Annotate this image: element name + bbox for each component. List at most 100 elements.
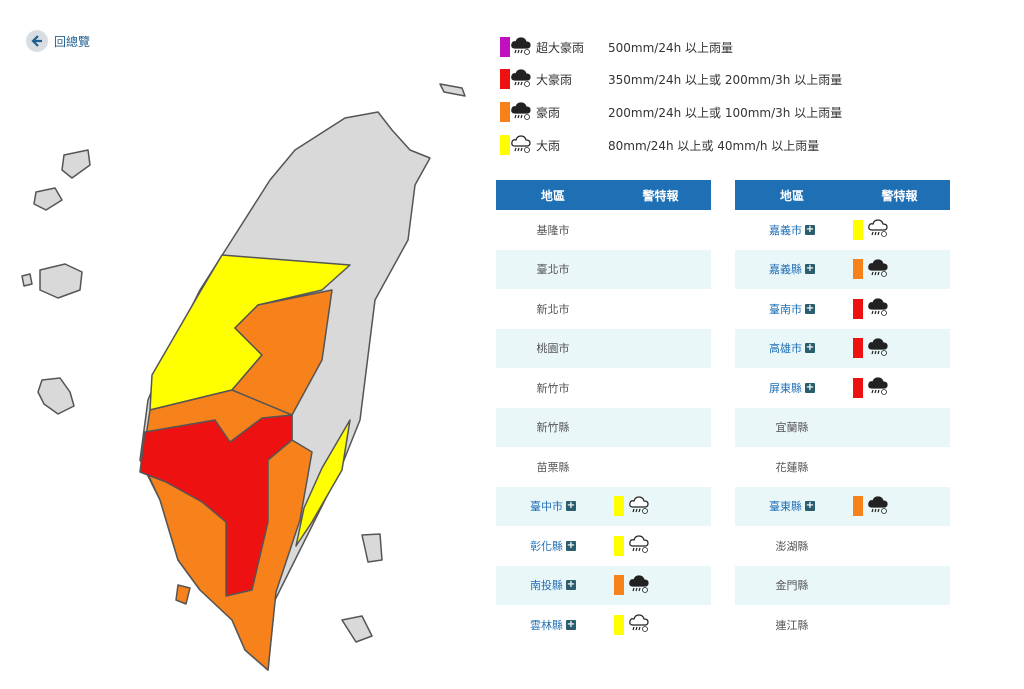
region-cell: 新竹縣 [496,408,610,448]
expand-icon[interactable]: + [805,223,815,235]
warning-cell [849,487,950,527]
region-name: 澎湖縣 [775,539,809,553]
warning-cell [610,487,711,527]
map-yellow-east [295,419,351,547]
warning-swatch [853,338,863,359]
rain-icon [867,337,889,360]
table-header: 地區 警特報 [496,180,711,210]
table-row: 高雄市 + [735,328,950,369]
table-row: 澎湖縣 [735,526,950,566]
region-cell: 高雄市 + [735,329,849,369]
table-row: 屏東縣 + [735,368,950,408]
table-row: 嘉義市 + [735,210,950,250]
warning-cell [849,447,950,487]
legend-desc: 500mm/24h 以上雨量 [608,40,734,55]
expand-icon[interactable]: + [805,263,815,275]
warning-swatch [853,377,863,398]
legend-desc: 200mm/24h 以上或 100mm/3h 以上雨量 [608,105,843,120]
region-cell: 新竹市 [496,368,610,408]
legend-item: 豪雨 200mm/24h 以上或 100mm/3h 以上雨量 [500,100,842,124]
region-name[interactable]: 臺東縣 [769,500,802,514]
region-cell: 連江縣 [735,605,849,645]
region-name: 苗栗縣 [536,460,570,474]
island [39,263,83,299]
legend-desc: 80mm/24h 以上或 40mm/h 以上雨量 [608,138,820,153]
expand-icon[interactable]: + [805,381,815,393]
table-row: 新竹縣 [496,407,711,448]
warning-cell [610,526,711,566]
map-red [139,414,293,597]
warning-cell [610,250,711,290]
expand-icon[interactable]: + [566,618,576,630]
warning-cell [849,329,950,369]
expand-icon[interactable]: + [805,302,815,314]
legend-item: 超大豪雨 500mm/24h 以上雨量 [500,35,733,59]
expand-icon[interactable]: + [805,500,815,512]
back-text: 回總覽 [54,34,91,49]
legend-item: 大雨 80mm/24h 以上或 40mm/h 以上雨量 [500,133,819,157]
warning-swatch [614,614,624,635]
rain-icon [867,495,889,518]
expand-icon[interactable]: + [566,539,576,551]
region-name[interactable]: 高雄市 [769,342,802,356]
rain-icon [867,218,889,241]
region-name[interactable]: 彰化縣 [530,539,563,553]
warning-swatch [614,575,624,596]
expand-icon[interactable]: + [566,579,576,591]
header-cell: 警特報 [881,188,918,203]
region-cell: 南投縣 + [496,566,610,606]
legend-swatch [500,135,510,155]
warning-cell [610,447,711,487]
island [21,273,33,287]
region-name[interactable]: 嘉義縣 [769,263,802,277]
region-name[interactable]: 南投縣 [530,579,563,593]
back-link[interactable]: 回總覽 [26,30,90,52]
region-name[interactable]: 嘉義市 [769,223,802,237]
warning-swatch [853,259,863,280]
table-row: 桃園市 [496,328,711,369]
warning-table: 地區 警特報 基隆市 臺北市 新北市 桃園市 新竹市 新竹縣 苗栗縣 臺中市 + 彰化縣 + 南投縣 + 雲林… [496,180,711,645]
rain-icon [510,36,532,59]
island [33,187,63,211]
warning-cell [849,408,950,448]
rain-icon [510,134,532,157]
warning-cell [849,289,950,329]
region-name[interactable]: 屏東縣 [769,381,802,395]
rain-icon [628,574,650,597]
rain-icon [510,68,532,91]
table-row: 連江縣 [735,605,950,645]
warning-swatch [614,496,624,517]
rain-icon [628,534,650,557]
region-name[interactable]: 臺南市 [769,302,802,316]
region-cell: 金門縣 [735,566,849,606]
region-name: 臺北市 [536,263,570,277]
region-cell: 基隆市 [496,210,610,250]
island [175,584,191,605]
legend-name: 大豪雨 [536,72,573,87]
region-name: 宜蘭縣 [775,421,809,435]
warning-swatch [853,496,863,517]
legend-swatch [500,69,510,89]
expand-icon[interactable]: + [805,342,815,354]
rain-icon [867,258,889,281]
warning-swatch [614,535,624,556]
region-cell: 桃園市 [496,329,610,369]
table-row: 新竹市 [496,368,711,408]
header-cell: 警特報 [642,188,679,203]
island [439,83,466,97]
region-name: 花蓮縣 [775,460,809,474]
region-name[interactable]: 臺中市 [530,500,563,514]
warning-cell [849,605,950,645]
legend-desc: 350mm/24h 以上或 200mm/3h 以上雨量 [608,72,843,87]
warning-cell [849,210,950,250]
region-cell: 臺北市 [496,250,610,290]
expand-icon[interactable]: + [566,500,576,512]
table-row: 臺中市 + [496,486,711,527]
region-cell: 花蓮縣 [735,447,849,487]
warning-cell [610,289,711,329]
region-cell: 屏東縣 + [735,368,849,408]
region-name[interactable]: 雲林縣 [530,618,563,632]
table-row: 南投縣 + [496,565,711,606]
legend-swatch [500,102,510,122]
region-cell: 嘉義縣 + [735,250,849,290]
